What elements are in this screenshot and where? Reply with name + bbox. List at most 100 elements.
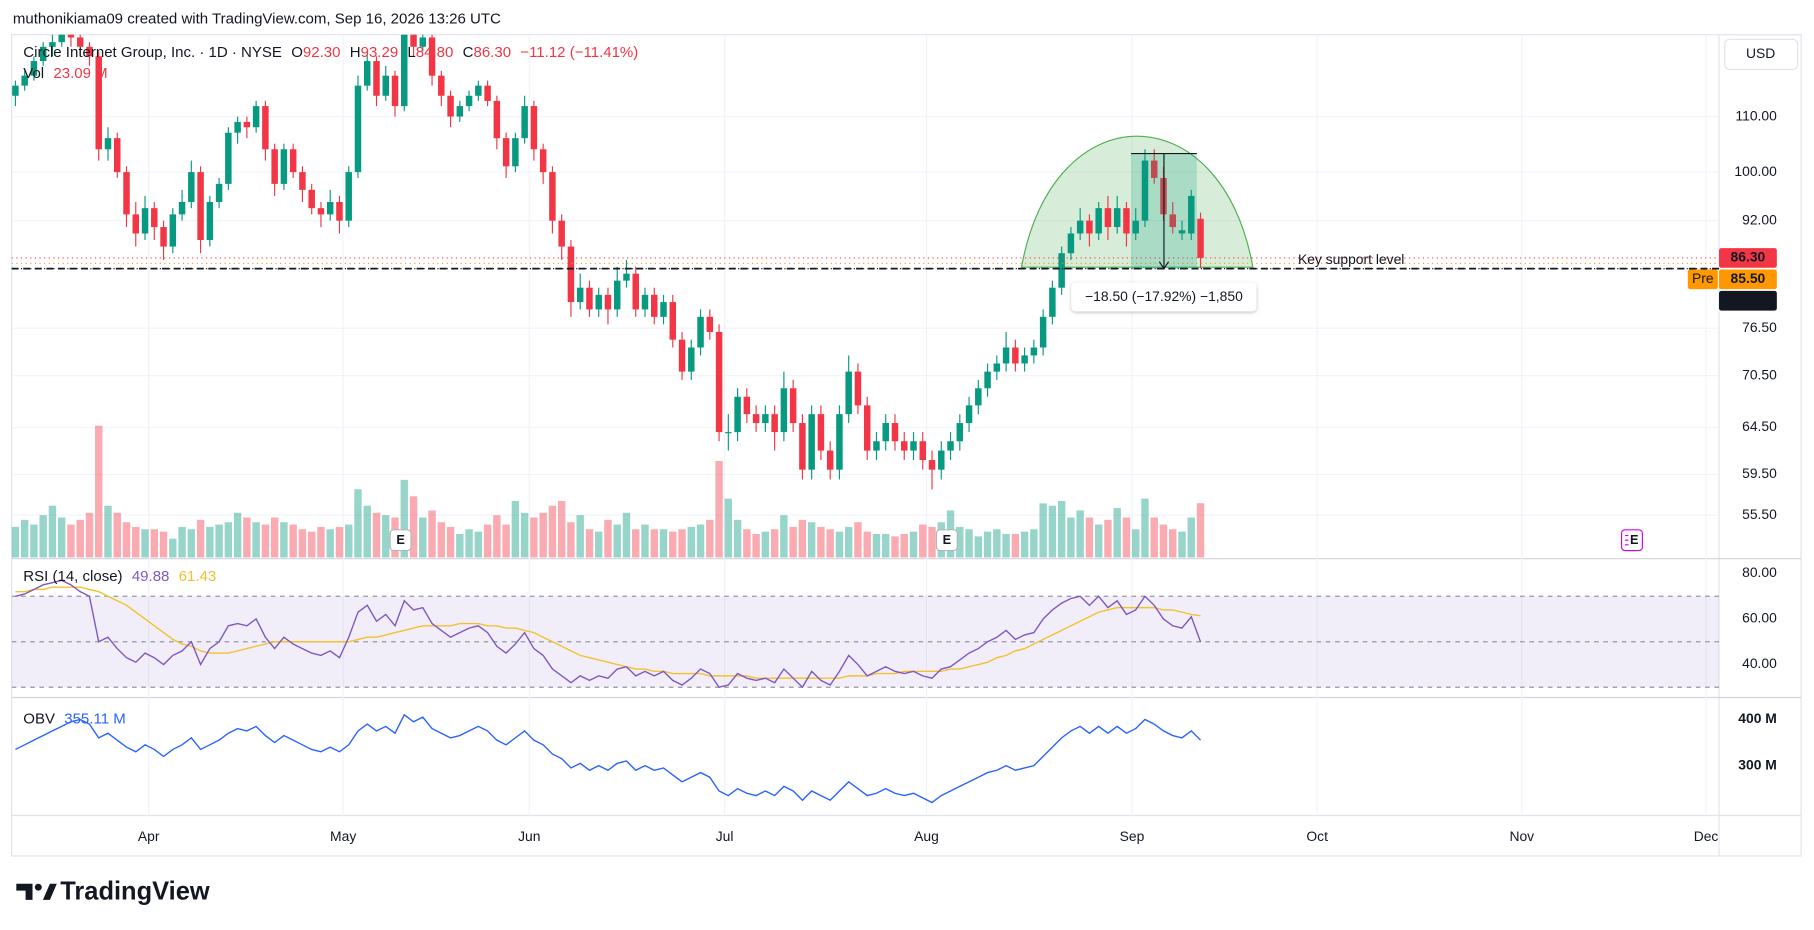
y-tick-label: 59.50: [1742, 465, 1777, 481]
candle-body: [1150, 160, 1158, 178]
candle-body: [586, 287, 593, 310]
candle-body: [493, 100, 501, 139]
high: 93.29: [361, 44, 399, 61]
support-label: Key support level: [1298, 251, 1404, 267]
volume-bar: [595, 531, 603, 558]
volume-bar: [678, 529, 686, 558]
volume-bar: [1002, 533, 1010, 558]
volume-bar: [1067, 517, 1075, 558]
volume-bar: [585, 529, 594, 558]
candle-body: [502, 138, 510, 167]
candle-body: [428, 37, 436, 76]
volume-bar: [252, 522, 260, 558]
candle-body: [928, 460, 936, 470]
volume-bar: [48, 505, 57, 558]
volume-bar: [409, 496, 418, 558]
candle-body: [1123, 208, 1130, 234]
volume-bar: [307, 531, 316, 558]
rsi-ma-value: 61.43: [179, 568, 217, 585]
volume-bar: [326, 529, 334, 558]
candle-body: [234, 121, 241, 133]
candle-body: [1095, 208, 1102, 234]
candle-body: [521, 106, 528, 139]
candle-body: [49, 42, 56, 47]
volume-bar: [419, 517, 427, 558]
candle-body: [484, 85, 491, 101]
candle-body: [401, 34, 408, 107]
candle-body: [817, 414, 825, 451]
candle-body: [1113, 208, 1121, 228]
currency-button[interactable]: [1724, 38, 1799, 70]
candle-body: [289, 149, 297, 173]
y-tick-label: 76.50: [1742, 319, 1777, 335]
candle-body: [808, 414, 815, 470]
volume-bar: [1020, 531, 1029, 558]
candle-body: [549, 172, 556, 221]
volume-bar: [761, 531, 770, 558]
price-badge: [1719, 248, 1777, 268]
volume-bar: [872, 533, 881, 558]
volume-bar: [289, 524, 297, 558]
candle-body: [410, 34, 417, 47]
candle-body: [1021, 355, 1028, 364]
volume-bar: [632, 529, 640, 558]
candle-body: [76, 37, 84, 47]
candle-body: [539, 149, 547, 173]
volume-bar: [76, 519, 84, 558]
volume-bar: [1122, 517, 1131, 558]
volume-bar: [280, 522, 288, 558]
candle-body: [1039, 316, 1047, 348]
volume-bar: [641, 524, 649, 558]
candle-body: [965, 405, 973, 424]
candle-body: [178, 201, 186, 215]
y-tick-label: 64.50: [1742, 418, 1777, 434]
candle-body: [169, 214, 177, 247]
x-tick-label: May: [330, 828, 356, 844]
x-tick-label: Jul: [716, 828, 734, 844]
candle-body: [1178, 230, 1186, 234]
candle-body: [336, 201, 343, 221]
footer-logo: TradingView: [60, 878, 210, 906]
volume-bar: [261, 524, 270, 558]
rsi-tick-label: 60.00: [1742, 610, 1777, 626]
volume-bar: [530, 517, 538, 558]
x-tick-label: Dec: [1694, 828, 1719, 844]
volume-bar: [650, 529, 658, 558]
volume-bar: [965, 529, 973, 558]
volume-bar: [1159, 524, 1168, 558]
volume-bar: [826, 529, 834, 558]
candle-body: [975, 388, 982, 406]
currency[interactable]: USD: [1746, 45, 1775, 61]
volume-bar: [604, 519, 612, 558]
candle-body: [558, 220, 565, 247]
obv-value: 355.11 M: [64, 710, 126, 727]
candle-body: [160, 227, 167, 247]
volume-bar: [159, 531, 168, 558]
volume-bar: [715, 460, 723, 558]
volume-bar: [1196, 503, 1205, 558]
volume-bar: [752, 533, 760, 558]
earnings-label: E: [943, 532, 951, 547]
volume-bar: [1057, 501, 1066, 558]
volume-bar: [613, 524, 621, 558]
candle-body: [475, 85, 482, 96]
candle-body: [280, 149, 288, 184]
volume-bar: [1094, 524, 1103, 558]
volume-bar: [863, 531, 871, 558]
candle-body: [845, 371, 852, 415]
candle-body: [891, 423, 899, 442]
volume-legend: Vol 23.09 M: [23, 65, 107, 82]
candle-body: [1104, 208, 1112, 228]
volume-bar: [446, 526, 455, 558]
candle-body: [836, 414, 843, 470]
rsi-tick-label: 80.00: [1742, 564, 1777, 580]
open: 92.30: [303, 44, 341, 61]
candle-body: [1076, 220, 1084, 234]
candle-body: [530, 106, 538, 150]
obv-tick-label: 300 M: [1738, 756, 1777, 772]
arc-drawing: [1020, 135, 1254, 268]
y-tick-label: 92.00: [1742, 211, 1777, 227]
volume-bar: [1030, 529, 1038, 558]
candle-body: [956, 423, 964, 442]
